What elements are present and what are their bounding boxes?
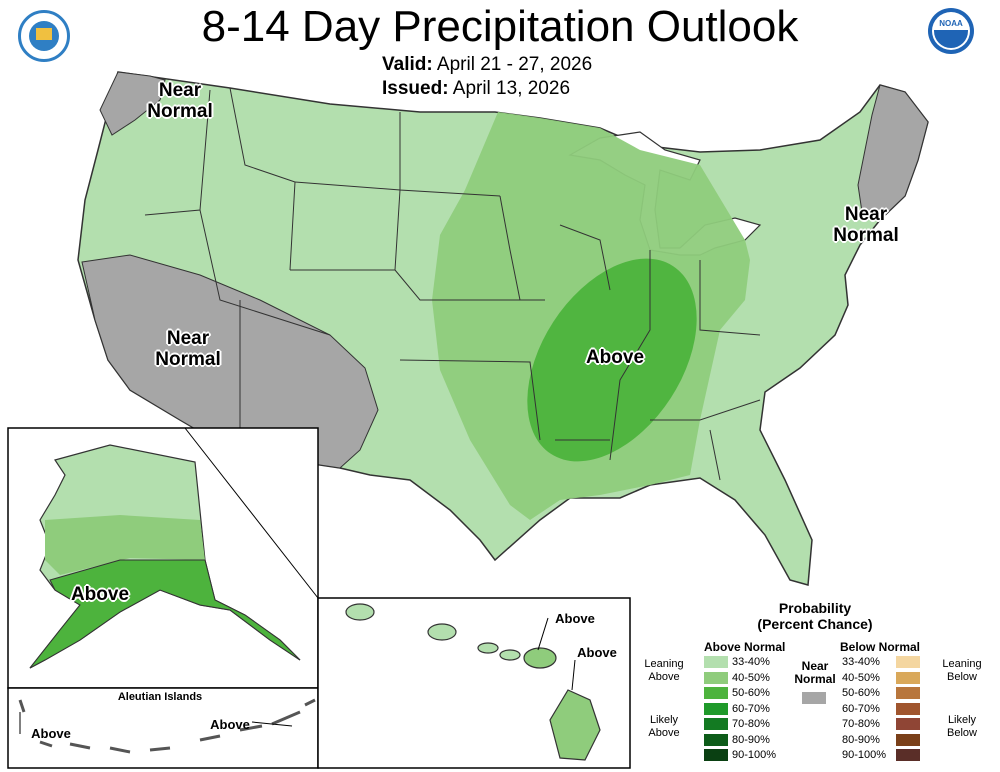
legend-above-swatch — [704, 718, 728, 730]
legend-below-range-label: 70-80% — [842, 718, 880, 730]
probability-legend: Probability (Percent Chance) Above Norma… — [640, 600, 990, 770]
legend-above-range-label: 90-100% — [732, 749, 777, 761]
legend-below-swatch — [896, 671, 920, 684]
label-hawaii-above-1: Above — [555, 611, 595, 626]
hawaii-callout-1 — [537, 617, 549, 651]
legend-below-range-label: 33-40% — [842, 656, 880, 668]
legend-near-line1: Near — [801, 659, 829, 673]
legend-below-range-label: 50-60% — [842, 687, 880, 699]
legend-title-line2: (Percent Chance) — [757, 616, 873, 632]
issued-label: Issued: — [382, 78, 449, 99]
valid-label: Valid: — [382, 54, 433, 75]
valid-value: April 21 - 27, 2026 — [436, 54, 593, 75]
legend-below-range-label: 40-50% — [842, 671, 880, 684]
legend-leaning-above: Leaning Above — [644, 658, 684, 683]
valid-line: Valid: April 21 - 27, 2026 — [382, 54, 592, 76]
hawaii-callout-2 — [571, 659, 576, 691]
legend-below-swatch — [896, 702, 920, 715]
legend-above-head: Above Normal — [704, 640, 786, 654]
label-aleutian-above-left: Above — [31, 726, 71, 741]
above-50-60-zone — [527, 258, 697, 462]
legend-above-swatch — [704, 733, 728, 746]
legend-below-range-label: 60-70% — [842, 702, 880, 715]
legend-likely-below: Likely Below — [947, 714, 977, 739]
label-sw-near-normal: Near Normal — [155, 328, 221, 370]
hawaii-islands — [345, 603, 601, 761]
label-nw-near-normal: Near Normal — [147, 80, 213, 122]
noaa-logo-text: NOAA — [939, 19, 963, 28]
label-aleutian-above-right: Above — [210, 717, 250, 732]
legend-above-swatch — [704, 749, 728, 761]
legend-above-range-label: 40-50% — [732, 671, 770, 684]
legend-above-swatch — [704, 656, 728, 668]
issued-line: Issued: April 13, 2026 — [382, 78, 570, 100]
alaska-callout-line-1 — [184, 427, 319, 599]
legend-near-normal-label: Near Normal — [790, 660, 840, 686]
legend-near-line2: Normal — [794, 672, 836, 686]
legend-below-range-label: 80-90% — [842, 733, 880, 746]
label-central-above: Above — [585, 347, 645, 368]
doc-seal-icon — [18, 10, 70, 62]
legend-title: Probability (Percent Chance) — [740, 600, 890, 632]
legend-below-swatch — [896, 749, 920, 761]
label-hawaii-above-2: Above — [577, 645, 617, 660]
near-normal-northeast — [857, 84, 929, 221]
legend-below-swatch — [896, 718, 920, 730]
legend-above-range-label: 80-90% — [732, 733, 770, 746]
state-boundaries — [144, 87, 761, 481]
legend-below-range-label: 90-100% — [842, 749, 887, 761]
legend-above-range-label: 33-40% — [732, 656, 770, 668]
legend-above-swatch — [704, 687, 728, 699]
aleutian-islands — [18, 698, 316, 754]
legend-title-line1: Probability — [778, 600, 852, 616]
legend-above-swatch — [704, 702, 728, 715]
legend-above-range-label: 50-60% — [732, 687, 770, 699]
legend-above-range-label: 70-80% — [732, 718, 770, 730]
alaska-50-60-zone — [29, 559, 301, 669]
legend-below-swatch — [896, 656, 920, 668]
near-normal-northwest — [99, 71, 166, 136]
legend-leaning-below: Leaning Below — [942, 658, 982, 683]
issued-value: April 13, 2026 — [452, 78, 571, 99]
label-aleutian-title: Aleutian Islands — [117, 691, 203, 703]
noaa-logo-icon: NOAA — [928, 8, 974, 54]
legend-below-swatch — [896, 687, 920, 699]
aleutian-inset-frame — [7, 687, 319, 769]
legend-likely-above: Likely Above — [648, 714, 680, 739]
aleutian-callout-right — [251, 721, 293, 727]
label-ne-near-normal: Near Normal — [833, 204, 899, 246]
legend-below-head: Below Normal — [840, 640, 921, 654]
near-normal-southwest — [81, 254, 379, 469]
legend-near-normal-swatch — [802, 692, 826, 704]
legend-above-range-label: 60-70% — [732, 702, 770, 715]
legend-above-swatch — [704, 671, 728, 684]
legend-below-swatch — [896, 733, 920, 746]
alaska-40-50-zone — [45, 515, 205, 575]
map-title: 8-14 Day Precipitation Outlook — [201, 2, 799, 51]
label-alaska-above: Above — [70, 584, 130, 605]
